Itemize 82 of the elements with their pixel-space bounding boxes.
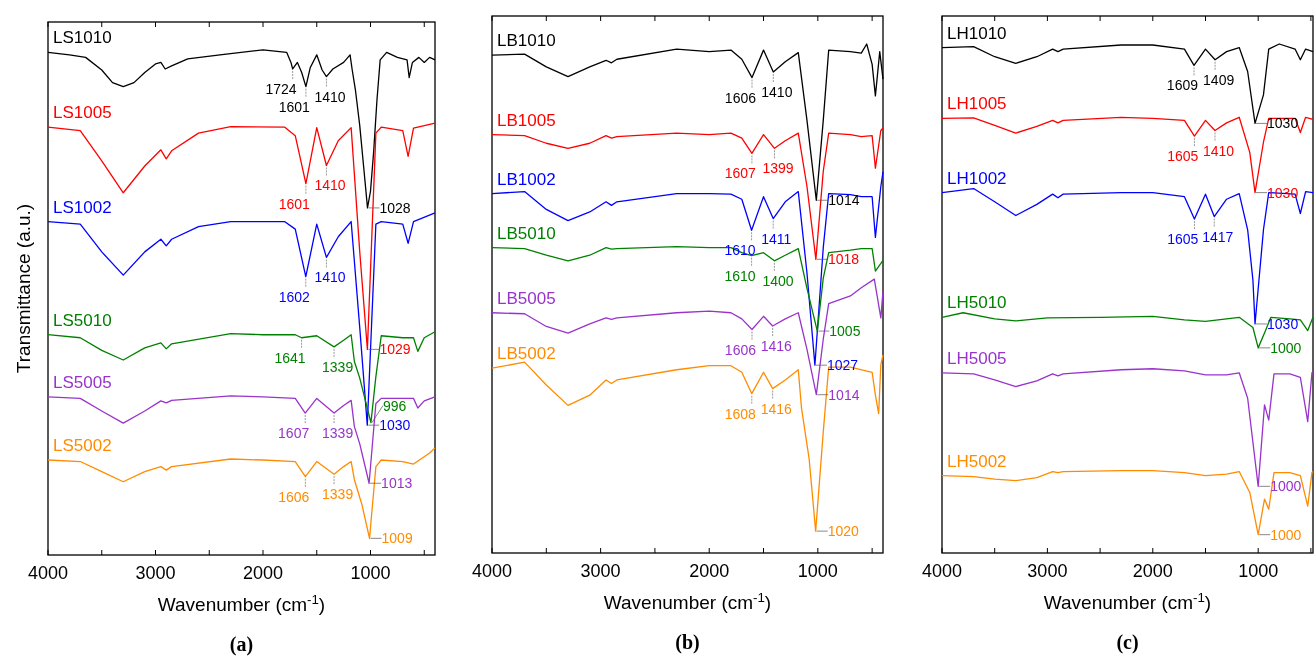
legend-label: LS1010	[53, 28, 112, 48]
annotation: 1009	[381, 530, 413, 547]
annotation: 1410	[314, 177, 346, 194]
annotation: 1339	[322, 425, 354, 442]
series-label: LB1005	[497, 110, 556, 130]
series-label: LH1002	[947, 168, 1007, 188]
annotation: 1605	[1167, 148, 1199, 165]
annotation: 1399	[762, 160, 794, 177]
annotation: 1014	[828, 192, 860, 209]
annotation: 1607	[278, 425, 310, 442]
annotation: 1417	[1202, 228, 1234, 245]
annotation: 1000	[1270, 526, 1302, 543]
annotation: 1013	[381, 475, 413, 492]
text: (a)	[229, 633, 254, 656]
annotation: 1028	[379, 199, 411, 216]
annotation: 1018	[827, 251, 860, 268]
annotation: 1641	[274, 349, 306, 366]
x-axis-title: Wavenumber (cm$^{-1}$)	[1043, 589, 1212, 613]
y-axis-title: Transmittance (a.u.)	[13, 203, 34, 374]
annotation: 1030	[1267, 315, 1299, 332]
annotation: 1030	[379, 417, 411, 434]
x-tick-label: 2000	[242, 563, 284, 583]
series-label: LS1005	[53, 103, 112, 123]
series-label: LS5005	[53, 372, 112, 392]
annotation: 1601	[278, 98, 311, 115]
text: (c)	[1116, 631, 1139, 654]
annotation: 1339	[322, 358, 354, 375]
annotation: 1030	[1267, 115, 1299, 132]
x-tick-label: 4000	[27, 563, 69, 583]
annotation: 1020	[827, 523, 860, 540]
annotation: 1606	[278, 488, 310, 505]
annotation: 1411	[761, 230, 792, 247]
annotation: 1339	[322, 486, 354, 503]
text: (b)	[675, 631, 700, 654]
x-tick-label: 2000	[689, 561, 730, 581]
annotation: 1724	[265, 80, 297, 97]
series-label: LB5002	[497, 344, 556, 364]
annotation: 1601	[278, 195, 311, 212]
annotation: 1410	[761, 83, 793, 100]
x-axis-title: Wavenumber (cm$^{-1}$)	[157, 591, 326, 615]
annotation: 1605	[1167, 231, 1199, 248]
series-label: LB5010	[497, 223, 556, 243]
x-tick-label: 1000	[350, 563, 391, 583]
series-label: LS5010	[53, 310, 112, 330]
annotation: 1606	[724, 89, 757, 106]
series-label: LB1002	[497, 169, 556, 189]
x-tick-label: 2000	[1132, 561, 1173, 581]
series-label: LH5010	[947, 293, 1007, 313]
annotation: 1416	[760, 400, 793, 417]
x-tick-label: 3000	[135, 563, 176, 583]
annotation: 1000	[1270, 339, 1302, 356]
x-tick-label: 4000	[471, 561, 513, 581]
annotation: 1602	[278, 288, 310, 305]
annotation: 1416	[760, 337, 793, 354]
x-axis-title: Wavenumber (cm$^{-1}$)	[603, 589, 772, 613]
series-label: LH1005	[947, 94, 1007, 114]
annotation: 1029	[379, 341, 411, 358]
annotation: 1610	[724, 267, 756, 284]
annotation: 1608	[724, 405, 756, 422]
annotation: 996	[382, 397, 407, 414]
annotation: 1005	[829, 323, 861, 340]
annotation: 1609	[1166, 77, 1199, 94]
annotation: 1400	[762, 272, 794, 289]
x-tick-label: 3000	[1027, 561, 1068, 581]
annotation: 1410	[314, 88, 346, 105]
series-label: LS1002	[53, 197, 112, 217]
series-label: LS5002	[53, 436, 112, 456]
annotation: 1410	[314, 269, 346, 286]
annotation: 1409	[1203, 71, 1235, 88]
legend-label: LH1010	[947, 23, 1007, 43]
series-label: LH5005	[947, 348, 1007, 368]
annotation: 1014	[828, 386, 860, 403]
annotation: 1410	[1202, 142, 1235, 159]
annotation: 1607	[724, 165, 757, 182]
legend-label: LB1010	[497, 31, 556, 51]
series-label: LH5002	[947, 451, 1007, 471]
x-tick-label: 4000	[921, 561, 963, 581]
x-tick-label: 1000	[797, 561, 838, 581]
x-tick-label: 1000	[1238, 561, 1279, 581]
annotation: 1606	[724, 341, 757, 358]
series-label: LB5005	[497, 288, 556, 308]
x-tick-label: 3000	[580, 561, 621, 581]
